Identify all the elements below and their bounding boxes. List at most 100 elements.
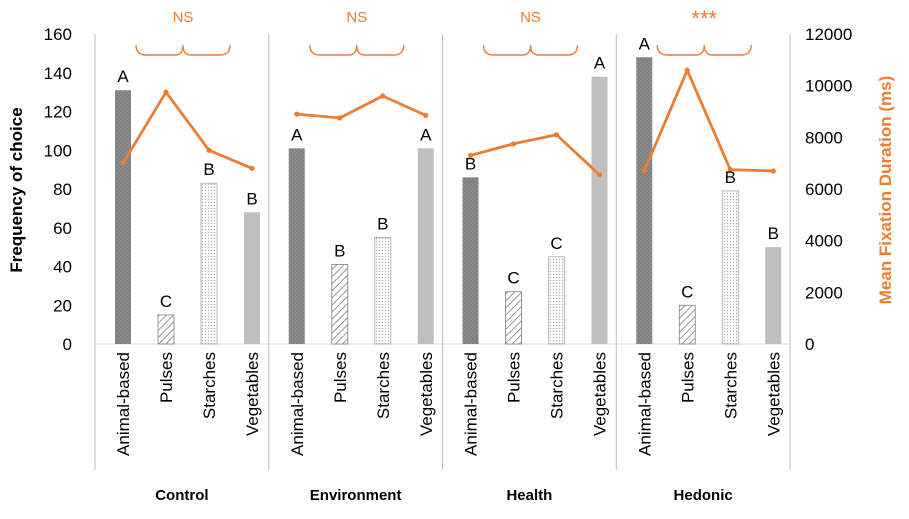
bar-letter-label: A bbox=[639, 34, 651, 53]
line-layer bbox=[120, 44, 776, 178]
bar bbox=[331, 264, 349, 345]
bar-letter-label: A bbox=[594, 54, 606, 73]
bar bbox=[200, 182, 218, 345]
fixation-point bbox=[510, 141, 517, 147]
bar bbox=[288, 148, 305, 344]
bar-letter-label: C bbox=[160, 292, 172, 311]
bar-letter-label: C bbox=[507, 269, 519, 288]
fixation-point bbox=[641, 168, 647, 174]
x-tick-label: Animal-based bbox=[635, 352, 654, 456]
group-label: Health bbox=[506, 487, 552, 504]
bar-letter-label: B bbox=[203, 160, 214, 179]
x-tick-label: Starches bbox=[721, 352, 740, 419]
fixation-point bbox=[423, 112, 429, 118]
x-tick-label: Animal-based bbox=[114, 352, 133, 456]
fixation-point bbox=[249, 165, 255, 171]
y-tick-label: 80 bbox=[53, 180, 72, 199]
y-tick-label: 160 bbox=[44, 25, 72, 44]
x-tick-label: Vegetables bbox=[764, 352, 783, 436]
fixation-point bbox=[553, 132, 560, 138]
y-tick-label: 120 bbox=[44, 103, 72, 122]
y2-tick-label: 12000 bbox=[805, 25, 852, 44]
x-tick-label: Starches bbox=[200, 352, 219, 419]
significance-bracket bbox=[135, 44, 231, 56]
bar bbox=[678, 304, 696, 345]
bars-layer bbox=[115, 57, 782, 345]
bar-letter-label: B bbox=[768, 224, 779, 243]
fixation-line bbox=[470, 133, 601, 176]
bar bbox=[115, 90, 131, 344]
bar-letter-label: A bbox=[117, 67, 129, 86]
fixation-point bbox=[467, 152, 474, 159]
bar bbox=[591, 76, 608, 344]
y2-axis-label: Mean Fixation Duration (ms) bbox=[876, 76, 895, 305]
bar bbox=[374, 237, 392, 345]
fixation-point bbox=[163, 89, 169, 95]
y2-tick-label: 10000 bbox=[805, 77, 852, 96]
group-label: Hedonic bbox=[674, 487, 733, 504]
bar-letter-label: C bbox=[550, 234, 562, 253]
fixation-point bbox=[337, 115, 343, 121]
y2-tick-label: 6000 bbox=[805, 180, 843, 199]
fixation-point bbox=[206, 147, 212, 153]
bar bbox=[765, 247, 782, 344]
y-tick-label: 100 bbox=[44, 141, 72, 160]
bar-letter-label: A bbox=[420, 125, 432, 144]
x-tick-label: Starches bbox=[374, 352, 393, 419]
bar bbox=[462, 177, 479, 344]
x-tick-label: Vegetables bbox=[243, 352, 262, 436]
fixation-line bbox=[642, 66, 774, 173]
fixation-line bbox=[121, 89, 253, 170]
fixation-point bbox=[727, 167, 733, 173]
bar bbox=[157, 314, 175, 345]
y-tick-label: 40 bbox=[53, 258, 72, 277]
significance-bracket bbox=[309, 44, 405, 56]
x-tick-label: Starches bbox=[548, 352, 567, 419]
y-tick-label: 140 bbox=[44, 64, 72, 83]
significance-bracket bbox=[482, 44, 579, 56]
bar-letter-label: B bbox=[377, 214, 388, 233]
bar bbox=[244, 212, 260, 344]
bar-letter-label: C bbox=[681, 282, 693, 301]
fixation-point bbox=[294, 111, 300, 117]
labels-layer: 0 20 40 60 80 100 120 140 160 0 2000 4000 6000 8000 10… bbox=[44, 6, 853, 504]
bar-letter-label: B bbox=[465, 154, 476, 173]
group-label: Environment bbox=[310, 487, 402, 504]
bar bbox=[721, 190, 739, 345]
significance-bracket bbox=[656, 44, 752, 56]
significance-label: NS bbox=[520, 9, 541, 26]
x-tick-label: Animal-based bbox=[462, 352, 481, 456]
fixation-point bbox=[770, 168, 776, 174]
y-tick-label: 20 bbox=[53, 296, 72, 315]
y-tick-label: 60 bbox=[53, 219, 72, 238]
group-label: Control bbox=[155, 487, 208, 504]
bar bbox=[548, 256, 565, 345]
y2-tick-label: 2000 bbox=[805, 283, 843, 302]
bar-letter-label: A bbox=[291, 125, 303, 144]
y2-tick-label: 8000 bbox=[805, 128, 843, 147]
bar bbox=[636, 57, 653, 344]
x-tick-label: Vegetables bbox=[591, 352, 610, 436]
y2-tick-label: 4000 bbox=[805, 232, 843, 251]
significance-label: *** bbox=[691, 6, 717, 31]
y-axis-label: Frequency of choice bbox=[7, 107, 26, 272]
bar bbox=[505, 291, 522, 345]
bar-letter-label: B bbox=[725, 168, 736, 187]
fixation-point bbox=[120, 160, 126, 166]
fixation-point bbox=[380, 93, 386, 99]
significance-label: NS bbox=[346, 9, 367, 26]
x-tick-label: Pulses bbox=[331, 352, 350, 403]
bar-letter-label: B bbox=[246, 189, 257, 208]
fixation-line bbox=[296, 94, 427, 120]
x-tick-label: Pulses bbox=[505, 352, 524, 403]
bar-letter-label: B bbox=[334, 242, 345, 261]
x-tick-label: Pulses bbox=[678, 352, 697, 403]
significance-label: NS bbox=[173, 9, 194, 26]
fixation-point bbox=[596, 172, 603, 178]
y-tick-label: 0 bbox=[63, 335, 72, 354]
bar bbox=[417, 148, 434, 344]
fixation-point bbox=[684, 67, 690, 73]
x-tick-label: Vegetables bbox=[417, 352, 436, 436]
